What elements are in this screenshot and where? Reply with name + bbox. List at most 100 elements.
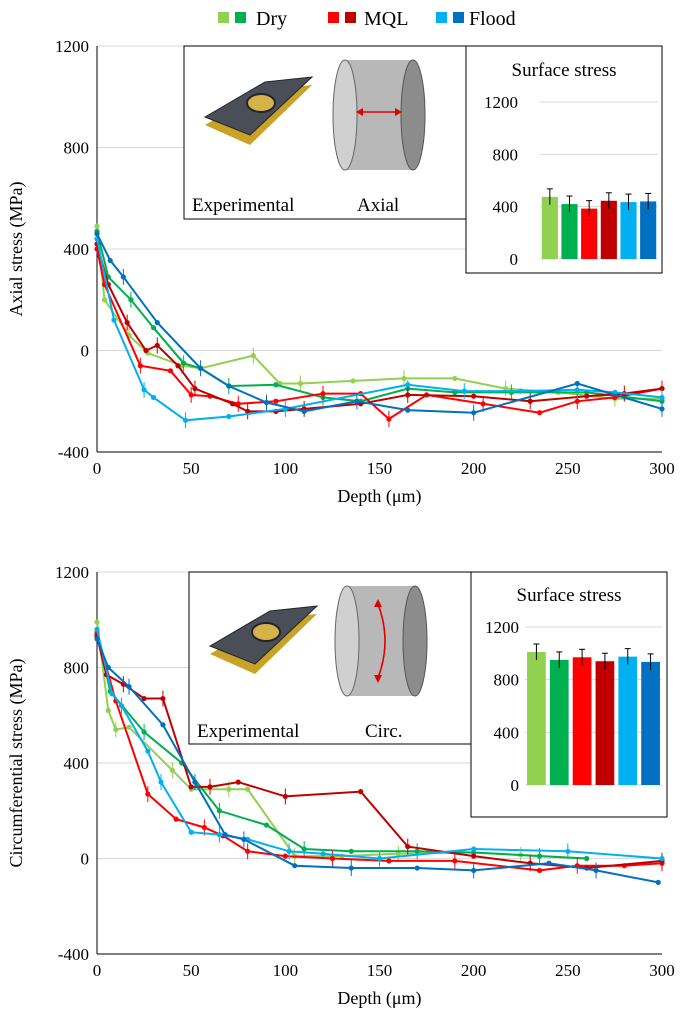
stress-arrow-head: [374, 599, 382, 607]
inset-label-experimental: Experimental: [192, 195, 294, 216]
bar-inset-bars: [541, 188, 657, 259]
insert-hole: [246, 93, 276, 113]
cylinder-face: [400, 59, 426, 171]
data-point: [471, 393, 477, 399]
data-point: [536, 867, 543, 874]
data-point: [101, 297, 108, 303]
data-point: [471, 846, 477, 852]
data-point: [167, 368, 174, 374]
bar-y-tick-label: 800: [493, 145, 519, 164]
data-point: [536, 410, 543, 416]
data-point: [376, 855, 383, 862]
bar-inset-title: Surface stress: [512, 60, 617, 81]
circumferential-stress-chart: -400 0 400 800 1200 0 50 100 150 200 250…: [6, 563, 675, 1009]
y-tick-label: 1200: [55, 37, 89, 56]
surface-stress-bar: [618, 656, 638, 785]
legend-item-flood: Flood: [436, 8, 516, 30]
x-axis-label: Depth (μm): [337, 486, 421, 507]
surface-stress-bar: [561, 204, 578, 259]
bar-y-tick-label: 800: [494, 671, 520, 690]
data-point: [395, 851, 401, 857]
data-point: [405, 382, 411, 388]
x-axis-label: Depth (μm): [337, 988, 421, 1009]
data-point: [452, 375, 458, 382]
data-point: [273, 398, 279, 404]
data-point: [245, 848, 251, 854]
data-point: [226, 786, 232, 792]
data-point: [503, 385, 509, 392]
data-point: [94, 636, 100, 642]
data-point: [659, 394, 665, 401]
y-tick-label: 0: [81, 850, 90, 869]
data-point: [574, 380, 580, 387]
surface-stress-inset: Surface stress 0 400 800 1200: [470, 571, 668, 818]
inset-label-experimental: Experimental: [197, 721, 299, 742]
data-point: [111, 317, 117, 323]
data-point: [160, 722, 166, 728]
data-point: [348, 865, 354, 871]
workpiece-cylinder-icon: [332, 59, 426, 171]
x-tick-labels: 0 50 100 150 200 250 300: [93, 459, 675, 478]
bar-y-tick-label: 0: [510, 250, 519, 269]
surface-stress-inset: Surface stress 0 400 800 1200: [465, 45, 663, 274]
data-point: [158, 779, 164, 785]
data-point: [154, 342, 160, 349]
data-point: [241, 836, 247, 843]
insert-hole: [251, 622, 281, 642]
cylinder-back: [334, 585, 360, 697]
bar-inset-bars: [527, 643, 660, 785]
data-point: [263, 822, 270, 828]
data-point: [282, 793, 288, 800]
data-point: [118, 703, 125, 709]
data-point: [145, 791, 151, 797]
data-point: [192, 779, 198, 785]
legend-swatch-dry-dark: [235, 12, 246, 23]
stress-arrow-head: [356, 108, 363, 116]
data-point: [401, 375, 407, 382]
stress-arrow-line: [377, 603, 386, 679]
surface-stress-bar: [641, 661, 660, 785]
cutting-insert-icon: [208, 605, 319, 674]
data-point: [574, 398, 580, 404]
data-point: [329, 855, 336, 862]
data-point: [245, 786, 251, 792]
data-point: [182, 417, 189, 423]
legend-item-mql: MQL: [328, 8, 408, 30]
legend-label-dry: Dry: [256, 8, 287, 30]
data-point: [461, 388, 467, 394]
series-line: [96, 631, 587, 860]
data-point: [405, 843, 411, 850]
data-point: [113, 726, 119, 733]
data-point: [546, 860, 552, 866]
data-point: [141, 729, 147, 735]
cylinder-back: [332, 59, 358, 171]
data-point: [405, 392, 411, 398]
legend-swatch-dry-light: [218, 12, 229, 23]
data-point: [292, 863, 298, 869]
y-axis-label: Circumferential stress (MPa): [6, 659, 27, 868]
bar-inset-grid: [540, 101, 658, 260]
inset-label-direction: Axial: [357, 195, 399, 216]
x-tick-label: 0: [93, 459, 102, 478]
data-point: [659, 406, 665, 412]
data-point: [94, 626, 100, 632]
tool-inset: Experimental Axial: [183, 45, 467, 220]
data-point: [235, 779, 241, 785]
x-tick-label: 250: [555, 459, 581, 478]
surface-stress-bar: [595, 661, 615, 785]
x-tick-label: 200: [461, 459, 487, 478]
bar-inset-frame: [470, 571, 668, 818]
y-tick-label: 800: [64, 139, 90, 158]
y-tick-labels: -400 0 400 800 1200: [55, 563, 89, 964]
data-point: [226, 413, 232, 420]
data-point: [150, 394, 157, 401]
data-point: [154, 319, 160, 326]
data-point: [141, 387, 147, 393]
data-point: [565, 848, 571, 854]
data-point: [471, 410, 477, 416]
data-point: [188, 829, 194, 835]
data-point: [222, 832, 228, 838]
data-point: [137, 363, 143, 369]
axial-stress-chart: -400 0 400 800 1200 0 50 100 150 200 250…: [6, 37, 675, 507]
data-point: [169, 767, 175, 773]
